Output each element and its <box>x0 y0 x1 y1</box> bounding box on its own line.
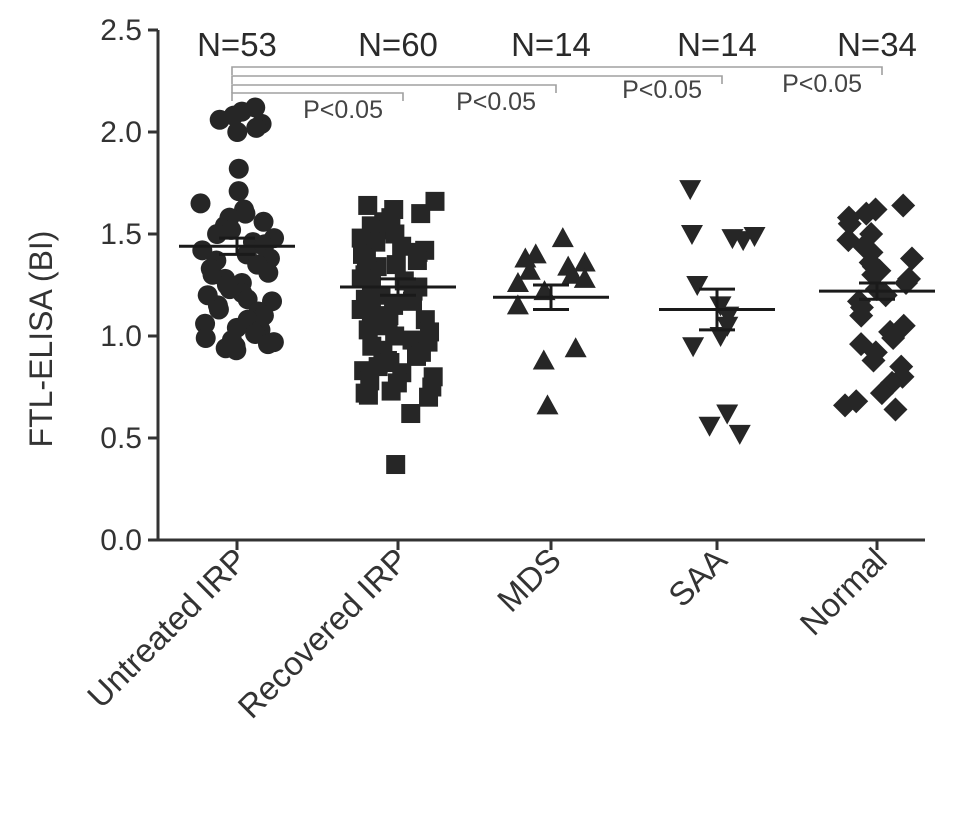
mean-sem-bars <box>179 236 935 332</box>
point-diamond <box>849 303 874 328</box>
point-square <box>351 228 371 248</box>
point-triangle-up <box>506 271 529 292</box>
point-triangle-down <box>728 424 751 445</box>
point-diamond <box>899 246 924 271</box>
point-circle <box>228 181 249 202</box>
point-triangle-down <box>717 306 740 327</box>
point-triangle-down <box>686 276 709 296</box>
p-value-label: P<0.05 <box>782 70 862 98</box>
point-triangle-up <box>573 251 596 272</box>
point-square <box>358 320 378 340</box>
point-circle <box>227 122 248 142</box>
point-triangle-down <box>709 327 732 347</box>
n-label: N=14 <box>677 26 757 63</box>
p-value-label: P<0.05 <box>303 96 383 124</box>
x-category-label: Normal <box>793 541 894 642</box>
point-circle <box>258 262 279 283</box>
y-axis-title-group: FTL-ELISA (BI) <box>23 231 59 448</box>
point-circle <box>257 334 278 355</box>
point-circle <box>235 203 256 224</box>
point-square <box>386 255 406 275</box>
point-diamond <box>891 193 916 218</box>
point-square <box>392 236 412 256</box>
sample-size-labels: N=53 N=60 N=14 N=14 N=34 <box>197 26 917 63</box>
point-diamond <box>837 211 862 236</box>
point-square <box>358 195 378 215</box>
y-tick-label: 0.0 <box>100 524 142 557</box>
y-axis-title: FTL-ELISA (BI) <box>23 231 59 448</box>
point-circle <box>195 328 216 349</box>
point-triangle-up <box>506 294 529 315</box>
point-square <box>407 251 427 271</box>
point-triangle-up <box>573 267 596 288</box>
point-diamond <box>869 381 894 406</box>
point-triangle-up <box>564 337 587 358</box>
point-diamond <box>873 283 898 308</box>
point-circle <box>208 299 229 320</box>
y-axis: 0.0 0.5 1.0 1.5 2.0 2.5 <box>100 14 160 557</box>
point-diamond <box>854 201 879 226</box>
point-circle <box>207 224 228 244</box>
point-circle <box>253 211 274 232</box>
y-tick-label: 2.0 <box>100 116 142 149</box>
comparison-bracket <box>231 84 557 93</box>
point-triangle-down <box>680 225 703 245</box>
point-triangle-down <box>709 296 732 317</box>
point-triangle-down <box>679 180 702 201</box>
point-diamond <box>883 397 908 422</box>
point-square <box>368 357 388 377</box>
p-value-label: P<0.05 <box>456 88 536 116</box>
point-diamond <box>833 393 858 418</box>
n-label: N=34 <box>837 26 917 63</box>
y-tick-label: 2.5 <box>100 14 142 47</box>
point-circle <box>195 313 216 334</box>
point-triangle-up <box>536 394 559 415</box>
y-tick-label: 1.5 <box>100 218 142 251</box>
comparison-bracket <box>231 66 883 75</box>
point-circle <box>209 109 230 130</box>
point-square <box>419 387 439 407</box>
point-triangle-down <box>682 337 705 358</box>
point-triangle-down <box>698 416 721 437</box>
point-square <box>411 204 431 224</box>
point-circle <box>246 117 267 138</box>
comparison-bracket <box>231 92 404 101</box>
y-tick-label: 0.5 <box>100 422 142 455</box>
x-category-label: MDS <box>490 541 568 619</box>
data-points <box>190 97 924 475</box>
n-label: N=53 <box>197 26 277 63</box>
n-label: N=14 <box>511 26 591 63</box>
x-category-label: Recovered IRP <box>231 541 415 725</box>
x-category-label: Untreated IRP <box>80 541 254 715</box>
point-square <box>361 302 381 322</box>
point-circle <box>190 193 211 214</box>
point-triangle-down <box>716 316 739 337</box>
point-triangle-up <box>532 349 555 370</box>
point-triangle-up <box>561 263 584 284</box>
point-diamond <box>881 326 906 351</box>
point-square <box>358 385 378 405</box>
point-circle <box>228 158 249 179</box>
comparison-bracket <box>231 75 723 84</box>
p-value-label: P<0.05 <box>622 76 702 104</box>
point-triangle-down <box>716 404 739 425</box>
point-square <box>381 381 401 401</box>
point-diamond <box>861 348 886 373</box>
significance-brackets: P<0.05 P<0.05 P<0.05 P<0.05 <box>231 66 883 124</box>
point-square <box>407 346 427 366</box>
point-diamond <box>894 270 919 295</box>
x-category-label: SAA <box>661 541 734 614</box>
point-triangle-up <box>518 259 541 280</box>
y-tick-label: 1.0 <box>100 320 142 353</box>
point-circle <box>226 340 247 361</box>
point-square <box>386 455 406 475</box>
n-label: N=60 <box>358 26 438 63</box>
point-triangle-up <box>551 227 574 248</box>
point-triangle-down <box>732 231 755 252</box>
point-square <box>401 404 421 424</box>
point-square <box>425 191 445 211</box>
point-square <box>385 326 405 346</box>
